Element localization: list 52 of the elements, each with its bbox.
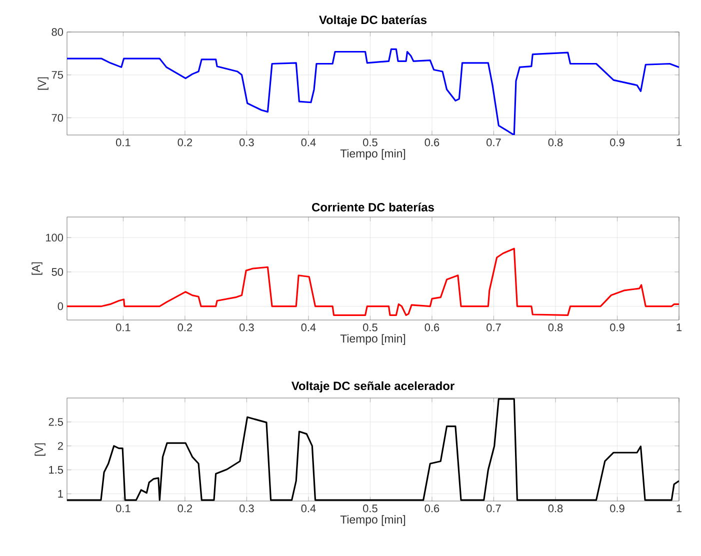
x-tick-label: 0.8: [548, 324, 563, 332]
chart-title: Voltaje DC señale acelerador: [291, 381, 454, 392]
y-tick-label: 1: [58, 490, 63, 498]
x-tick-label: 0.5: [363, 138, 378, 146]
y-tick-label: 0: [58, 302, 64, 310]
x-tick-label: 0.4: [301, 324, 316, 332]
y-axis-title: [V]: [38, 77, 48, 90]
x-tick-label: 0.1: [116, 138, 130, 146]
x-tick-label: 0.9: [610, 138, 624, 146]
x-tick-label: 0.2: [178, 324, 192, 332]
y-tick-label: 50: [52, 268, 64, 276]
x-tick-label: 0.9: [610, 504, 624, 512]
x-tick-label: 0.8: [548, 138, 563, 146]
x-tick-label: 0.6: [424, 138, 440, 146]
x-axis-title: Tiempo [min]: [340, 149, 406, 160]
x-tick-label: 0.3: [240, 504, 254, 512]
chart-title: Corriente DC baterías: [312, 202, 434, 212]
y-tick-label: 100: [46, 234, 64, 242]
line-series: [67, 248, 680, 316]
x-tick-label: 0.7: [486, 138, 501, 146]
y-tick-label: 2: [58, 442, 63, 450]
x-tick-label: 0.1: [116, 324, 130, 332]
y-tick-label: 80: [52, 28, 64, 36]
y-tick-label: 70: [52, 114, 64, 122]
x-tick-label: 0.2: [178, 138, 192, 146]
x-tick-label: 0.3: [240, 138, 254, 146]
x-tick-label: 0.6: [424, 504, 440, 512]
line-series: [67, 398, 680, 501]
x-tick-label: 0.6: [424, 324, 440, 332]
x-tick-label: 0.7: [486, 504, 501, 512]
x-tick-label: 0.4: [301, 504, 316, 512]
x-tick-label: 0.2: [178, 504, 192, 512]
x-axis-title: Tiempo [min]: [340, 515, 406, 526]
x-tick-label: 0.8: [548, 504, 563, 512]
x-tick-label: 0.4: [301, 138, 316, 146]
x-tick-label: 1: [676, 504, 682, 512]
x-tick-label: 1: [676, 138, 682, 146]
x-tick-label: 0.5: [363, 324, 378, 332]
y-tick-label: 2.5: [48, 418, 64, 426]
x-tick-label: 0.5: [363, 504, 378, 512]
y-tick-label: 1.5: [49, 466, 64, 474]
y-axis-title: [V]: [34, 443, 46, 456]
x-axis-title: Tiempo [min]: [340, 334, 406, 345]
chart-title: Voltaje DC baterías: [319, 15, 427, 26]
x-tick-label: 0.7: [486, 324, 501, 332]
x-tick-label: 0.3: [240, 324, 254, 332]
x-tick-label: 0.9: [610, 324, 624, 332]
y-tick-label: 75: [52, 71, 64, 79]
x-tick-label: 1: [676, 324, 682, 332]
y-axis-title: [A]: [32, 262, 42, 275]
line-series: [67, 48, 680, 135]
x-tick-label: 0.1: [116, 504, 130, 512]
